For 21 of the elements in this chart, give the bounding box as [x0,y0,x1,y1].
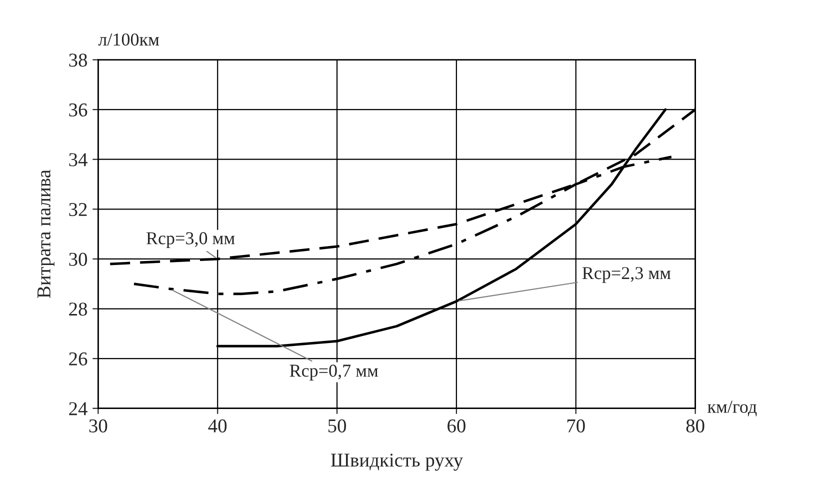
series-label: Rcp=3,0 мм [146,232,235,248]
y-tick-label: 28 [69,302,87,316]
text: км/год [708,400,757,416]
y-axis-title: Витрата палива [38,170,54,298]
text: Rcp=0,7 мм [290,364,378,380]
y-tick-label: 26 [69,352,88,366]
x-axis-title: Швидкість руху [330,454,463,471]
y-tick-label: 36 [69,103,88,116]
text: Rcp=2,3 мм [582,267,671,283]
x-tick-label: 50 [328,419,346,432]
x-tick-label: 60 [448,419,466,432]
text: л/100км [98,33,160,46]
y-tick-label: 34 [69,153,88,166]
y-tick-label: 30 [69,252,87,266]
x-tick-label: 30 [89,419,108,432]
y-tick-label: 38 [69,54,87,67]
y-tick-label: 24 [69,402,88,416]
y-tick-label: 32 [69,203,87,216]
x-tick-label: 70 [567,419,585,432]
x-tick-label: 40 [208,419,227,432]
x-tick-label: 80 [686,419,704,432]
